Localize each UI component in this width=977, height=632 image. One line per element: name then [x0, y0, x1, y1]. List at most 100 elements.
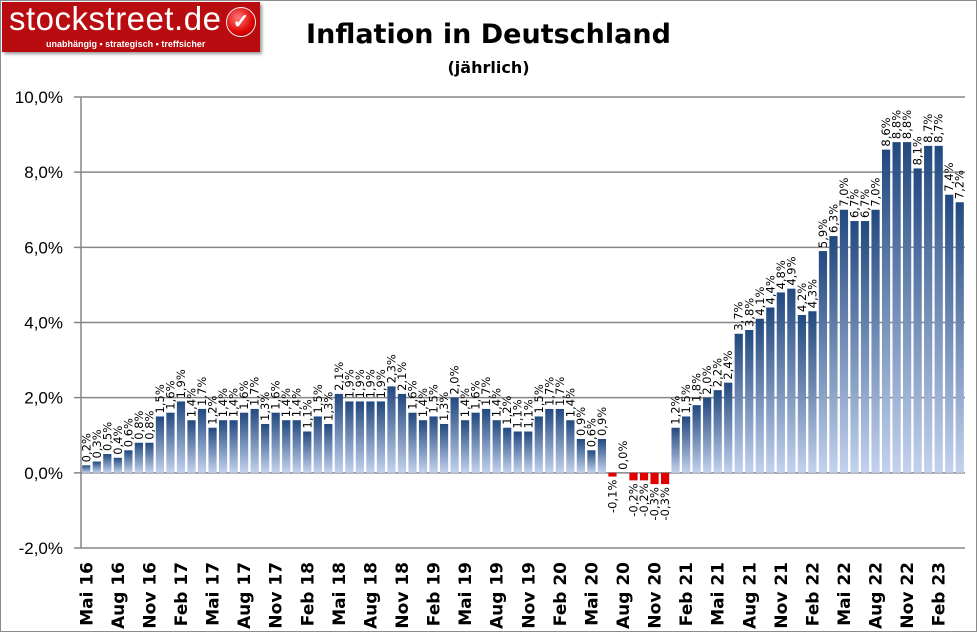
data-label: 1,4% [490, 388, 504, 417]
data-label: 7,2% [953, 170, 967, 199]
x-tick-label: Feb 19 [425, 562, 445, 626]
bar [103, 454, 112, 473]
bar [734, 333, 743, 473]
data-label: 2,0% [448, 365, 462, 394]
x-tick-label: Aug 19 [488, 562, 508, 629]
bar [439, 423, 449, 473]
data-label: 6,3% [826, 204, 840, 233]
y-tick-label: 6,0% [24, 238, 63, 257]
data-label: 6,7% [858, 189, 872, 218]
bar [724, 382, 733, 473]
bar [955, 202, 964, 473]
data-label: 7,4% [942, 162, 956, 191]
data-label: 8,1% [911, 136, 925, 165]
data-label: 1,7% [195, 377, 209, 406]
bar [703, 397, 712, 473]
data-label: 8,6% [879, 117, 893, 146]
bar [924, 145, 933, 473]
bar [176, 401, 186, 473]
bar [376, 401, 386, 473]
bar [250, 408, 259, 473]
bar [650, 472, 659, 485]
data-label: -0,1% [605, 480, 619, 513]
data-label: 1,3% [321, 392, 335, 421]
data-label: 1,1% [300, 399, 314, 428]
logo-tagline: unabhängig • strategisch • treffsicher [46, 39, 206, 49]
bar [692, 405, 701, 473]
bar [892, 142, 901, 473]
x-tick-label: Aug 16 [109, 562, 129, 629]
data-label: -0,2% [627, 483, 641, 516]
data-label: 4,8% [774, 260, 788, 289]
bar [513, 431, 522, 473]
bar [366, 401, 375, 473]
x-tick-label: Aug 21 [740, 562, 760, 629]
data-label: 1,5% [427, 384, 441, 413]
bar [408, 412, 417, 473]
data-label: 1,4% [279, 388, 293, 417]
data-label: 0,2% [79, 433, 93, 462]
y-tick-label: 0,0% [24, 464, 63, 483]
bar [324, 423, 333, 473]
bar [713, 390, 722, 473]
bar [113, 457, 122, 473]
data-label: 1,4% [416, 388, 430, 417]
x-tick-label: Mai 20 [582, 562, 602, 626]
bar [945, 194, 954, 473]
data-label: 4,4% [763, 275, 777, 304]
x-tick-label: Aug 22 [867, 562, 887, 629]
bar [829, 236, 838, 473]
data-label: 4,2% [795, 283, 809, 312]
bar [240, 412, 249, 473]
bar [839, 209, 849, 473]
bar [797, 314, 806, 473]
data-label: 1,5% [679, 384, 693, 413]
data-label: 1,3% [258, 392, 272, 421]
bar [818, 251, 828, 473]
data-label: 0,6% [121, 418, 135, 447]
data-label: 0,9% [595, 407, 609, 436]
bar [555, 408, 564, 473]
x-tick-label: Mai 21 [709, 562, 729, 626]
bar [492, 420, 501, 473]
data-label: 8,7% [932, 114, 946, 143]
chart-subtitle: (jährlich) [447, 58, 530, 77]
data-label: 2,1% [332, 362, 346, 391]
data-label: 1,9% [353, 369, 367, 398]
data-label: 7,0% [837, 177, 851, 206]
bar [134, 442, 143, 473]
data-label: 3,8% [742, 298, 756, 327]
bar [282, 420, 291, 473]
bar [787, 288, 796, 473]
bar [745, 330, 754, 473]
data-label: 4,1% [753, 286, 767, 315]
data-label: 2,1% [395, 362, 409, 391]
bar [124, 450, 133, 473]
data-label: 4,9% [784, 256, 798, 285]
bar [155, 416, 165, 473]
data-label: 1,4% [216, 388, 230, 417]
data-label: 5,9% [816, 219, 830, 248]
data-label: 8,8% [890, 110, 904, 139]
data-label: 1,9% [363, 369, 377, 398]
data-label: 1,4% [458, 388, 472, 417]
bar [218, 420, 228, 473]
y-tick-label: 10,0% [15, 88, 63, 107]
bar [471, 412, 480, 473]
bar [187, 420, 196, 473]
data-label: 1,9% [374, 369, 388, 398]
bar [524, 431, 533, 473]
stockstreet-logo: stockstreet.de unabhängig • strategisch … [2, 2, 260, 52]
data-label: 1,7% [479, 377, 493, 406]
bar [397, 393, 407, 473]
x-tick-label: Nov 19 [519, 562, 539, 629]
bar [303, 431, 312, 473]
bar [271, 412, 280, 473]
bar [482, 408, 491, 473]
data-label: 1,5% [532, 384, 546, 413]
x-tick-label: Mai 22 [835, 562, 855, 626]
data-label: 1,8% [690, 373, 704, 402]
bar [881, 149, 891, 473]
bar [387, 386, 396, 473]
bar [766, 307, 775, 473]
